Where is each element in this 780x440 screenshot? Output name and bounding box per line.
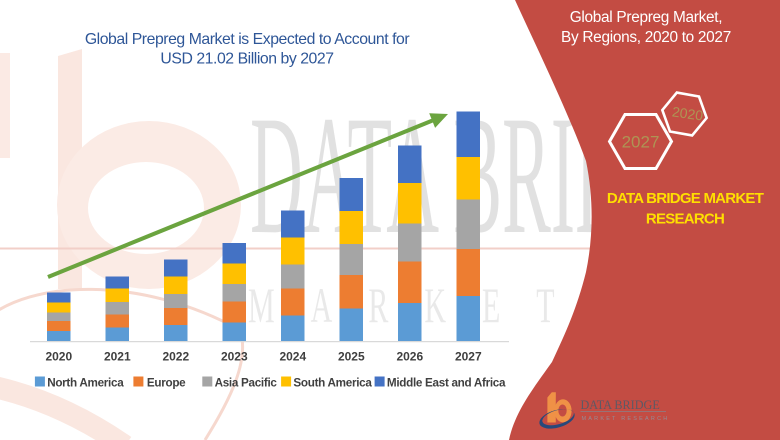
svg-text:2022: 2022 [162, 350, 189, 364]
svg-text:RESEARCH: RESEARCH [646, 211, 724, 228]
svg-text:2026: 2026 [396, 350, 423, 364]
svg-text:2023: 2023 [221, 350, 248, 364]
svg-text:USD 21.02 Billion by 2027: USD 21.02 Billion by 2027 [160, 51, 333, 68]
svg-text:Global Prepreg Market is Expec: Global Prepreg Market is Expected to Acc… [85, 31, 410, 48]
svg-text:2025: 2025 [338, 350, 365, 364]
svg-text:2027: 2027 [455, 350, 482, 364]
svg-text:2020: 2020 [45, 350, 72, 364]
svg-text:DATA BRIDGE: DATA BRIDGE [581, 398, 660, 412]
svg-text:2021: 2021 [104, 350, 131, 364]
svg-text:2024: 2024 [279, 350, 306, 364]
svg-text:South America: South America [293, 376, 372, 389]
svg-text:Middle East and Africa: Middle East and Africa [387, 376, 506, 389]
svg-text:North America: North America [47, 376, 124, 389]
svg-text:2020: 2020 [671, 103, 704, 123]
svg-text:MARKET RESEARCH: MARKET RESEARCH [582, 416, 670, 422]
svg-text:2027: 2027 [622, 133, 660, 152]
svg-text:Europe: Europe [147, 376, 186, 389]
svg-text:By Regions, 2020 to 2027: By Regions, 2020 to 2027 [561, 29, 731, 46]
svg-text:Global Prepreg Market,: Global Prepreg Market, [570, 9, 723, 26]
svg-text:Asia Pacific: Asia Pacific [215, 376, 278, 389]
svg-text:DATA BRIDGE MARKET: DATA BRIDGE MARKET [607, 190, 764, 207]
